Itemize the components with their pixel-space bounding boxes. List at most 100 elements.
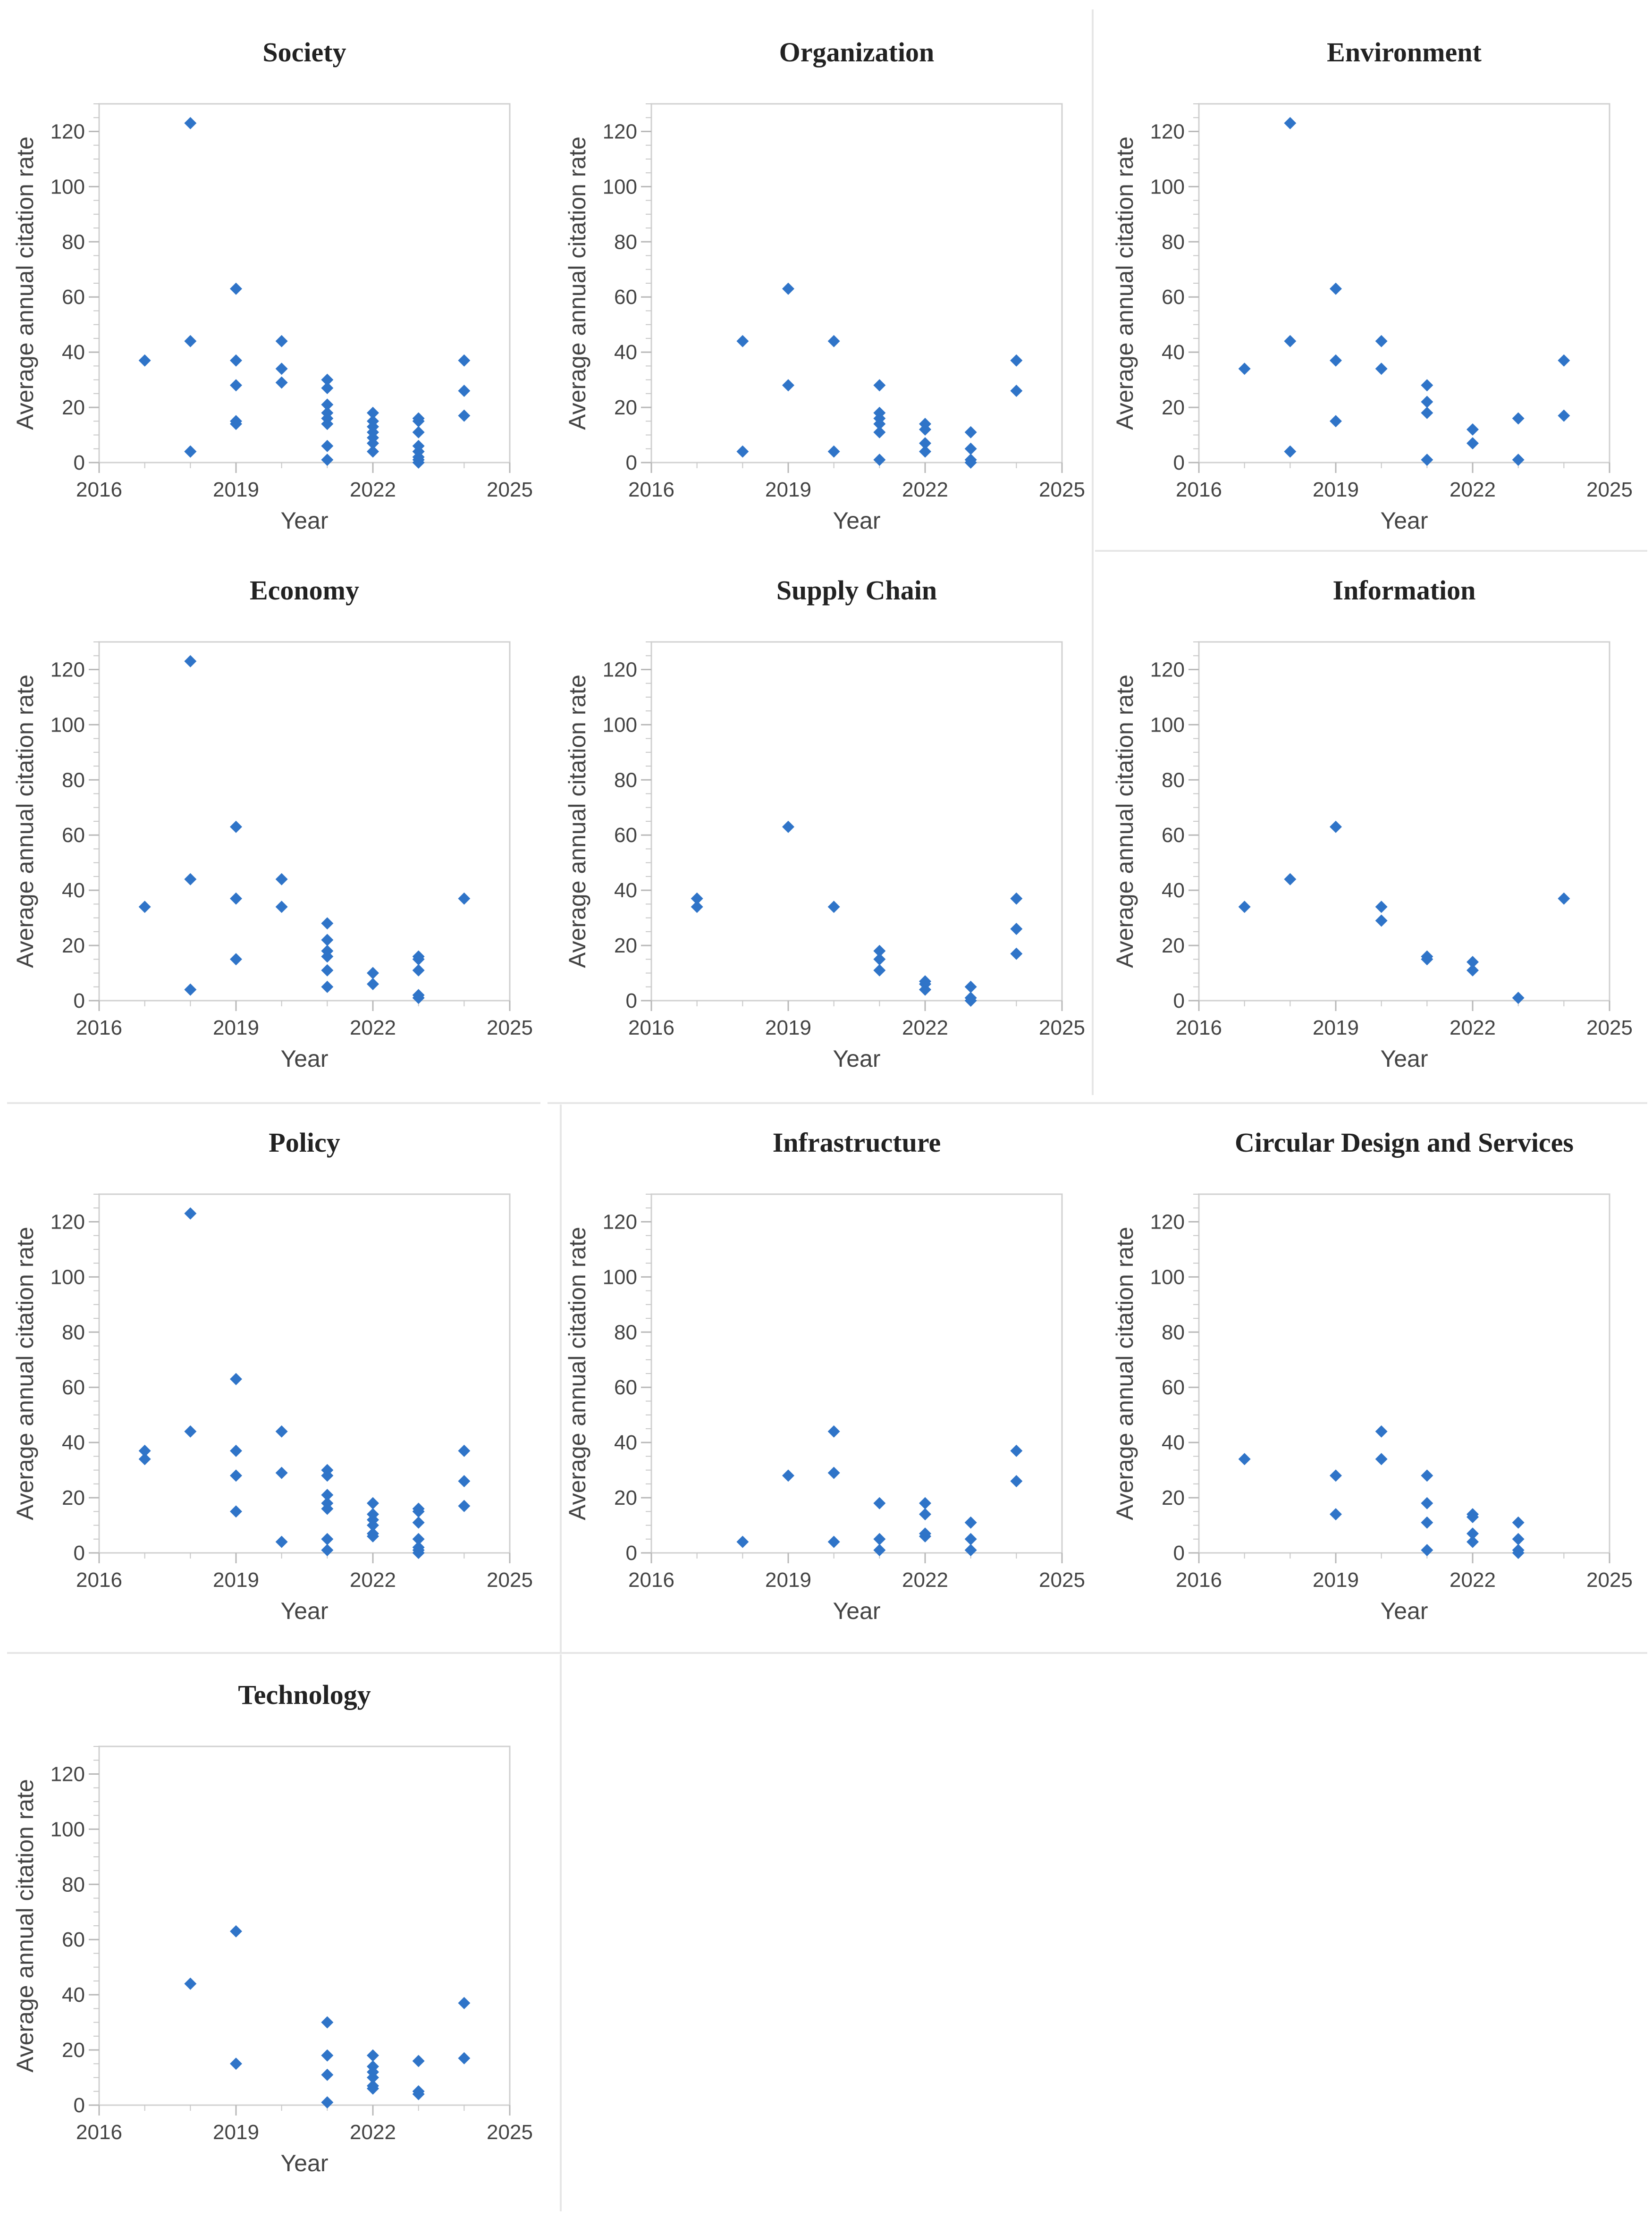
data-point — [1421, 1469, 1433, 1482]
y-tick-label: 40 — [614, 879, 637, 902]
x-tick-label: 2025 — [487, 2121, 533, 2144]
y-axis-label: Average annual citation rate — [1112, 674, 1138, 968]
data-point — [1558, 409, 1570, 422]
data-point — [367, 2049, 379, 2062]
data-point — [1010, 923, 1023, 935]
data-point — [275, 1425, 288, 1438]
data-point — [827, 1467, 840, 1479]
data-point — [321, 398, 334, 411]
data-point — [275, 1535, 288, 1548]
data-point — [873, 454, 886, 466]
data-point — [691, 892, 703, 905]
data-point — [1375, 335, 1388, 347]
data-point — [367, 437, 379, 450]
x-tick-label: 2025 — [1586, 1568, 1633, 1592]
data-point — [782, 282, 794, 295]
y-tick-label: 20 — [62, 2039, 85, 2062]
x-tick-label: 2019 — [213, 1016, 259, 1039]
data-point — [1010, 1444, 1023, 1457]
data-point — [230, 1373, 242, 1385]
y-axis-label: Average annual citation rate — [12, 136, 38, 430]
data-point — [458, 892, 471, 905]
data-point — [1467, 1527, 1479, 1540]
data-point — [1010, 385, 1023, 397]
y-axis-label: Average annual citation rate — [1112, 1227, 1138, 1520]
data-point — [1010, 354, 1023, 367]
y-tick-label: 100 — [603, 1265, 637, 1289]
chart-panel-society: Society 0 20 40 60 80 100 120 2016 2019 2022 2025 Ye… — [0, 28, 543, 548]
data-point — [321, 382, 334, 395]
data-point — [1284, 445, 1297, 458]
plot-area-frame — [650, 641, 1063, 1002]
data-point — [230, 953, 242, 966]
x-tick-label: 2025 — [487, 478, 533, 501]
data-point — [1512, 412, 1525, 425]
data-point — [736, 1535, 749, 1548]
data-point — [230, 892, 242, 905]
y-tick-label: 80 — [62, 230, 85, 253]
data-point — [367, 2071, 379, 2084]
chart-panel-policy: Policy 0 20 40 60 80 100 120 2016 2019 2022 2025 Yea… — [0, 1119, 543, 1638]
x-tick-label: 2019 — [1313, 1568, 1359, 1592]
x-tick-label: 2025 — [1586, 478, 1633, 501]
data-point — [458, 409, 471, 422]
x-tick-label: 2022 — [350, 1016, 396, 1039]
data-point — [736, 335, 749, 347]
data-point — [1330, 415, 1342, 428]
plot-area-frame — [650, 103, 1063, 464]
y-tick-label: 100 — [1150, 175, 1185, 198]
data-point — [1421, 1544, 1433, 1557]
y-tick-label: 100 — [51, 1265, 85, 1289]
x-tick-label: 2022 — [1450, 478, 1496, 501]
x-axis-label: Year — [280, 1598, 328, 1624]
data-point — [230, 1505, 242, 1518]
data-point — [964, 426, 977, 438]
data-point — [412, 1516, 425, 1529]
data-point — [412, 992, 425, 1004]
data-point — [1238, 362, 1251, 375]
scatter-plot-svg: Supply Chain 0 20 40 60 80 100 120 2016 2019 2022 2… — [564, 575, 1085, 1072]
data-point — [1330, 820, 1342, 833]
y-tick-label: 20 — [62, 934, 85, 957]
divider-horizontal-row2-b — [548, 1102, 1647, 1104]
plot-area-frame — [1198, 1193, 1610, 1554]
y-tick-label: 40 — [1162, 879, 1185, 902]
y-tick-label: 20 — [614, 934, 637, 957]
plot-area-frame — [98, 641, 511, 1002]
data-point — [321, 934, 334, 946]
y-tick-label: 80 — [614, 230, 637, 253]
x-axis-label: Year — [1380, 1598, 1428, 1624]
data-point — [1238, 1453, 1251, 1466]
data-point — [873, 418, 886, 430]
y-tick-label: 20 — [62, 396, 85, 419]
data-point — [230, 418, 242, 430]
chart-title: Policy — [269, 1127, 340, 1158]
y-tick-label: 40 — [62, 1983, 85, 2006]
data-point — [321, 1469, 334, 1482]
x-tick-label: 2019 — [213, 1568, 259, 1592]
data-point — [184, 445, 197, 458]
data-point — [873, 964, 886, 977]
y-tick-label: 40 — [62, 1431, 85, 1454]
y-tick-label: 20 — [1162, 396, 1185, 419]
data-point — [1467, 1511, 1479, 1523]
data-point — [1467, 956, 1479, 969]
data-point — [873, 1544, 886, 1557]
data-point — [321, 439, 334, 452]
y-tick-label: 120 — [51, 658, 85, 681]
data-point — [412, 2088, 425, 2100]
data-point — [1330, 354, 1342, 367]
y-tick-label: 120 — [51, 1762, 85, 1786]
y-tick-label: 0 — [1173, 989, 1185, 1012]
y-tick-label: 80 — [62, 1321, 85, 1344]
y-tick-label: 40 — [614, 1431, 637, 1454]
x-tick-label: 2025 — [1586, 1016, 1633, 1039]
x-tick-label: 2016 — [76, 1568, 122, 1592]
divider-vertical-bottom — [560, 1654, 562, 2211]
y-tick-label: 120 — [51, 120, 85, 143]
x-tick-label: 2022 — [902, 478, 948, 501]
chart-panel-environment: Environment 0 20 40 60 80 100 120 2016 2019 2022 20… — [1100, 28, 1643, 548]
x-axis-label: Year — [280, 507, 328, 534]
data-point — [1558, 892, 1570, 905]
y-tick-label: 0 — [74, 989, 85, 1012]
